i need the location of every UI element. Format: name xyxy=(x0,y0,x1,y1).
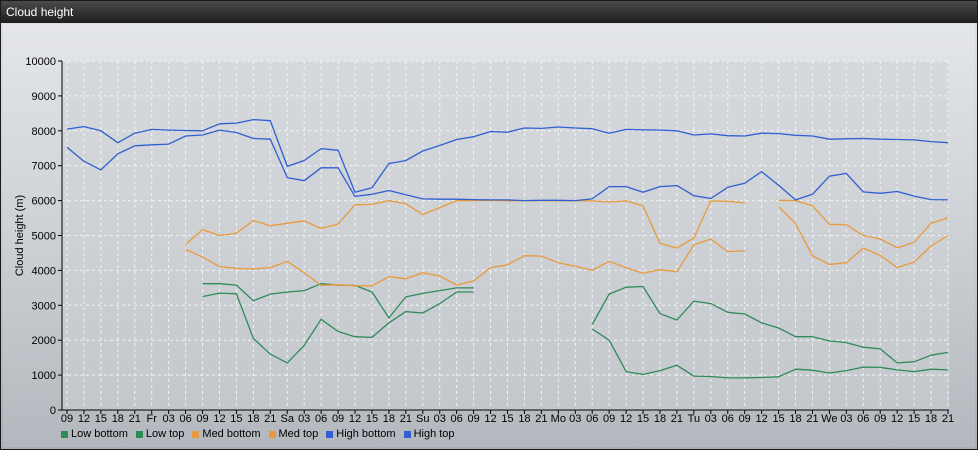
x-tick-label: 03 xyxy=(705,413,717,425)
x-tick-label: 09 xyxy=(61,413,73,425)
y-tick-label: 8000 xyxy=(32,126,56,138)
y-tick-label: 1000 xyxy=(32,370,56,382)
y-tick-label: 6000 xyxy=(32,196,56,208)
x-tick-label: Su xyxy=(416,413,429,425)
x-tick-label: 15 xyxy=(772,413,784,425)
x-tick-label: 09 xyxy=(874,413,886,425)
legend-label: High bottom xyxy=(336,428,396,440)
legend-item-low-bottom: Low bottom xyxy=(61,427,128,441)
y-tick-label: 9000 xyxy=(32,91,56,103)
x-tick-label: 21 xyxy=(806,413,818,425)
x-tick-label: 15 xyxy=(501,413,513,425)
x-tick-label: 09 xyxy=(603,413,615,425)
x-tick-label: 06 xyxy=(451,413,463,425)
legend-item-low-top: Low top xyxy=(135,427,185,441)
legend-swatch xyxy=(326,430,334,438)
x-tick-label: 12 xyxy=(484,413,496,425)
x-tick-label: 15 xyxy=(908,413,920,425)
series-line-low-bottom xyxy=(591,328,949,379)
x-tick-label: 06 xyxy=(179,413,191,425)
x-tick-label: We xyxy=(821,413,837,425)
legend-label: Low top xyxy=(145,428,185,440)
x-tick-label: 15 xyxy=(366,413,378,425)
legend-item-high-top: High top xyxy=(403,427,455,441)
x-tick-label: 18 xyxy=(247,413,259,425)
legend-swatch xyxy=(403,430,411,438)
x-tick-label: 09 xyxy=(196,413,208,425)
x-tick-label: 12 xyxy=(349,413,361,425)
x-tick-label: 15 xyxy=(637,413,649,425)
y-tick-label: 10000 xyxy=(25,56,56,68)
legend-label: Med bottom xyxy=(202,428,261,440)
x-tick-label: 03 xyxy=(298,413,310,425)
y-tick-label: 3000 xyxy=(32,300,56,312)
legend-swatch xyxy=(192,430,200,438)
y-tick-label: 2000 xyxy=(32,335,56,347)
x-tick-label: 15 xyxy=(95,413,107,425)
legend-swatch xyxy=(135,430,143,438)
x-tick-label: 21 xyxy=(129,413,141,425)
legend-item-high-bottom: High bottom xyxy=(326,427,396,441)
x-tick-label: 09 xyxy=(739,413,751,425)
series-line-low-bottom xyxy=(202,291,474,364)
x-tick-label: 18 xyxy=(654,413,666,425)
y-tick-label: 5000 xyxy=(32,231,56,243)
legend-swatch xyxy=(268,430,276,438)
y-axis-label: Cloud height (m) xyxy=(14,195,26,276)
x-tick-label: 21 xyxy=(264,413,276,425)
y-tick-label: 4000 xyxy=(32,265,56,277)
x-tick-label: 09 xyxy=(467,413,479,425)
x-tick-label: 12 xyxy=(756,413,768,425)
x-tick-label: 21 xyxy=(671,413,683,425)
x-tick-label: 21 xyxy=(400,413,412,425)
legend-label: High top xyxy=(413,428,455,440)
x-tick-label: 21 xyxy=(942,413,954,425)
legend-swatch xyxy=(61,430,68,438)
legend-item-med-top: Med top xyxy=(268,427,319,441)
x-tick-label: 12 xyxy=(620,413,632,425)
series-line-med-bottom xyxy=(185,238,745,287)
x-tick-label: 18 xyxy=(789,413,801,425)
y-tick-label: 7000 xyxy=(32,161,56,173)
x-tick-label: 03 xyxy=(569,413,581,425)
window-title: Cloud height xyxy=(1,1,977,23)
x-tick-label: Mo xyxy=(551,413,566,425)
y-tick-label: 0 xyxy=(50,405,56,417)
x-tick-label: 03 xyxy=(840,413,852,425)
series-line-high-bottom xyxy=(66,129,949,202)
x-tick-label: Tu xyxy=(688,413,700,425)
x-tick-label: 09 xyxy=(332,413,344,425)
x-tick-label: 21 xyxy=(535,413,547,425)
x-tick-label: 15 xyxy=(230,413,242,425)
x-tick-label: Fr xyxy=(147,413,158,425)
x-tick-label: 12 xyxy=(78,413,90,425)
x-tick-label: 06 xyxy=(857,413,869,425)
series-line-med-top xyxy=(778,199,949,249)
x-tick-label: 18 xyxy=(925,413,937,425)
x-tick-label: 06 xyxy=(586,413,598,425)
x-tick-label: 18 xyxy=(383,413,395,425)
series-line-med-bottom xyxy=(778,206,949,269)
x-tick-label: 03 xyxy=(434,413,446,425)
legend-item-med-bottom: Med bottom xyxy=(192,427,261,441)
series-line-med-top xyxy=(185,199,745,249)
x-tick-label: 06 xyxy=(315,413,327,425)
x-tick-label: 03 xyxy=(163,413,175,425)
legend-label: Low bottom xyxy=(71,428,128,440)
x-tick-label: 18 xyxy=(518,413,530,425)
x-tick-label: 12 xyxy=(213,413,225,425)
x-tick-label: 06 xyxy=(722,413,734,425)
x-tick-label: 12 xyxy=(891,413,903,425)
x-tick-label: Sa xyxy=(281,413,295,425)
chart-legend: Low bottom Low top Med bottom Med top High b… xyxy=(61,427,459,441)
legend-label: Med top xyxy=(278,428,319,440)
x-tick-label: 18 xyxy=(112,413,124,425)
series-line-high-top xyxy=(66,118,949,193)
series-line-low-top xyxy=(591,285,949,364)
